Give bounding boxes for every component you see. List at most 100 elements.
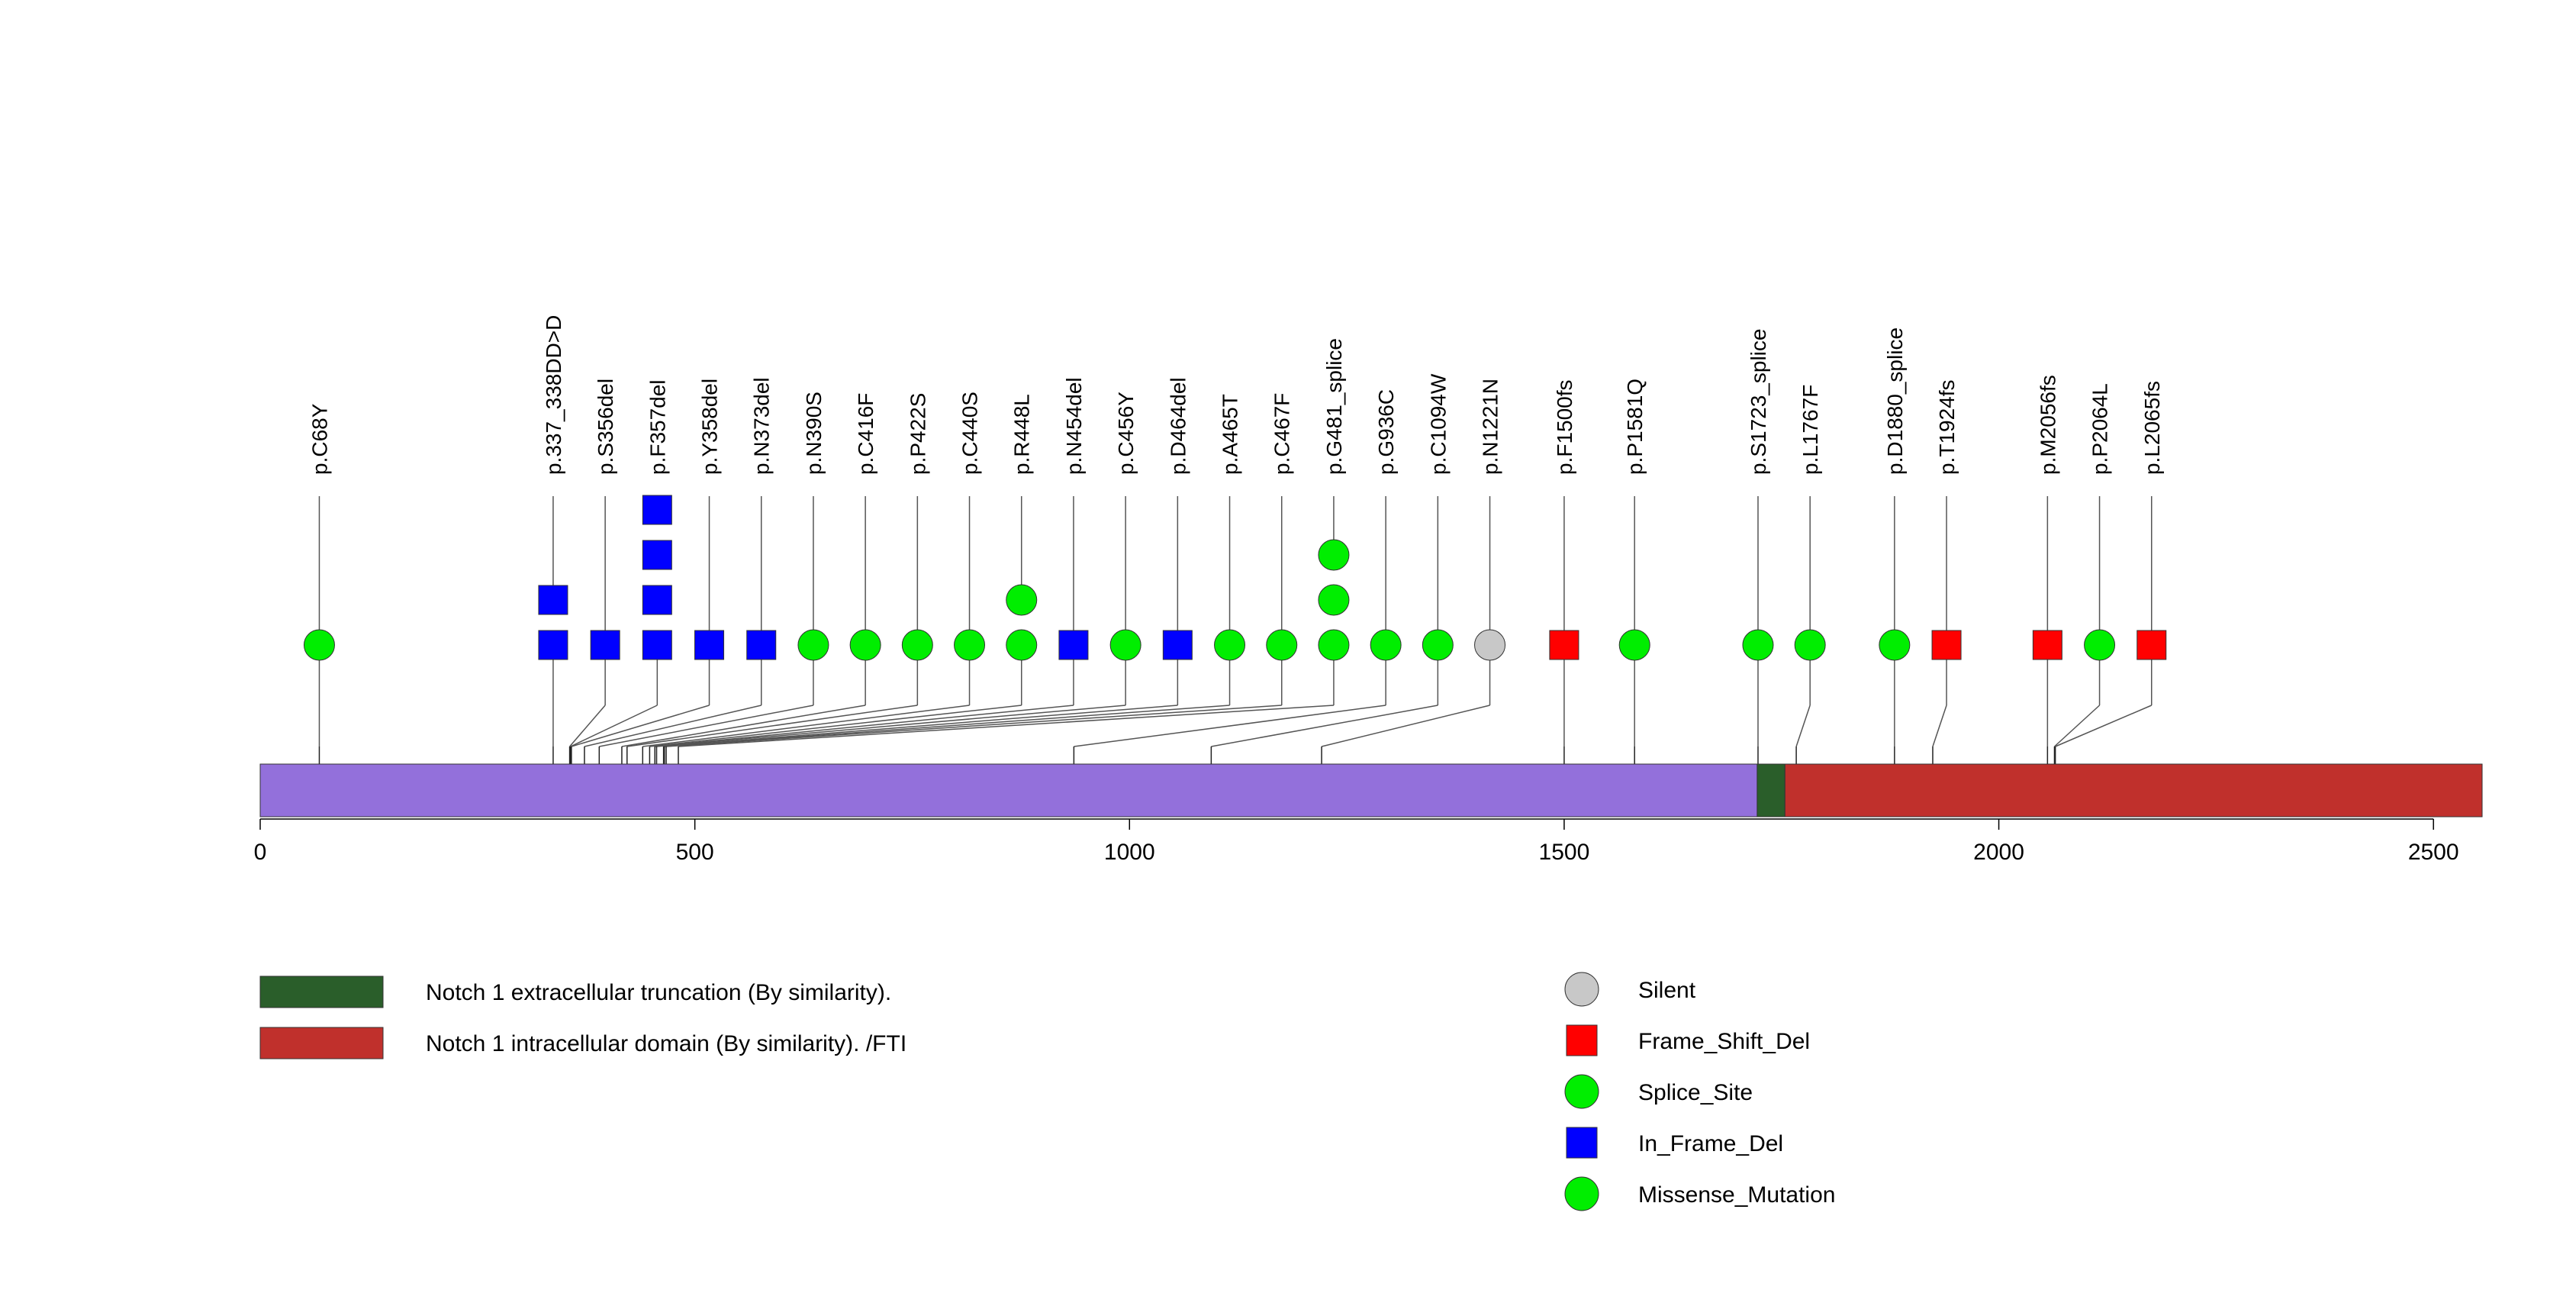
- mutation-mark-circle: [1742, 629, 1774, 661]
- mutation-mark-square: [2136, 630, 2167, 660]
- type-legend-circle: [1564, 1176, 1599, 1211]
- connector-line: [569, 705, 606, 747]
- domain-legend-label: Notch 1 intracellular domain (By similar…: [426, 1031, 906, 1056]
- mutation-mark-circle: [1318, 584, 1350, 616]
- protein-track: [259, 763, 2483, 818]
- mutation-mark-circle: [1370, 629, 1402, 661]
- connector-line: [1795, 705, 1811, 747]
- connector-line: [1321, 705, 1490, 747]
- mutation-type-legend: Silent Frame_Shift_Del Splice_Site In_Frame…: [1564, 972, 1835, 1211]
- connector-line: [655, 705, 1074, 747]
- connector-line: [626, 705, 918, 747]
- mutation-mark-square: [538, 630, 568, 660]
- connector-line: [584, 705, 762, 747]
- domain-legend-label: Notch 1 extracellular truncation (By sim…: [426, 980, 891, 1005]
- mutation-label: p.Y358del: [698, 379, 722, 475]
- domain-legend-swatch: [259, 976, 384, 1008]
- mutation-label: p.D464del: [1166, 377, 1190, 475]
- mutation-label: p.N373del: [750, 377, 774, 475]
- mutation-label: p.S356del: [594, 379, 617, 475]
- mutation-label: p.G936C: [1374, 389, 1398, 475]
- mutation-label: p.L2065fs: [2140, 381, 2164, 475]
- mutation-label: p.P422S: [906, 393, 929, 475]
- mutation-label: p.F357del: [646, 379, 669, 475]
- mutation-label: p.N390S: [802, 392, 826, 475]
- mutation-label: p.A465T: [1219, 394, 1242, 475]
- mutation-mark-square: [642, 540, 672, 570]
- mutation-label: p.M2056fs: [2036, 375, 2059, 475]
- mutation-mark-circle: [1006, 629, 1038, 661]
- type-legend-square: [1566, 1127, 1598, 1159]
- mutation-mark-circle: [1422, 629, 1454, 661]
- mutation-mark-square: [642, 630, 672, 660]
- mutation-label: p.C68Y: [308, 403, 331, 475]
- mutation-label: p.P1581Q: [1623, 379, 1647, 475]
- mutation-mark-circle: [849, 629, 881, 661]
- type-legend-label: Splice_Site: [1638, 1080, 1753, 1105]
- axis-tick-label: 500: [676, 840, 714, 865]
- mutation-label: p.C416F: [854, 393, 877, 475]
- mutation-label: p.S1723_splice: [1747, 329, 1770, 475]
- mutation-mark-square: [1931, 630, 1962, 660]
- connector-line: [678, 705, 1334, 747]
- connector-line: [1932, 705, 1947, 747]
- mutation-mark-circle: [1618, 629, 1650, 661]
- connector-line: [642, 705, 970, 747]
- mutation-mark-square: [642, 495, 672, 525]
- mutation-mark-square: [642, 585, 672, 615]
- mutation-mark-circle: [1006, 584, 1038, 616]
- mutation-label: p.337_338DD>D: [542, 315, 565, 475]
- mutation-mark-circle: [1794, 629, 1826, 661]
- connector-line: [1074, 705, 1386, 747]
- mutation-mark-circle: [797, 629, 829, 661]
- connector-line: [664, 705, 1230, 747]
- mutation-mark-circle: [2084, 629, 2116, 661]
- mutation-mark-circle: [1214, 629, 1246, 661]
- mutation-mark-square: [538, 585, 568, 615]
- connector-line: [665, 705, 1282, 747]
- type-legend-label: In_Frame_Del: [1638, 1131, 1783, 1156]
- mutation-mark-square: [746, 630, 777, 660]
- mutation-mark-square: [694, 630, 725, 660]
- mutation-label: p.N454del: [1062, 377, 1086, 475]
- mutation-mark-square: [1058, 630, 1089, 660]
- type-legend-circle: [1564, 972, 1599, 1007]
- mutation-mark-circle: [1266, 629, 1298, 661]
- domain-legend: Notch 1 extracellular truncation (By sim…: [259, 976, 906, 1059]
- connector-line: [599, 705, 814, 747]
- axis-tick-label: 0: [254, 840, 267, 865]
- mutation-mark-square: [1549, 630, 1579, 660]
- mutation-label: p.G481_splice: [1322, 338, 1346, 475]
- type-legend-label: Missense_Mutation: [1638, 1182, 1835, 1208]
- mutation-mark-circle: [303, 629, 335, 661]
- connector-line: [649, 705, 1022, 747]
- x-axis: 0 500 1000 1500 2000 2500: [254, 818, 2459, 865]
- type-legend-label: Silent: [1638, 978, 1696, 1003]
- mutation-label: p.C440S: [958, 392, 982, 475]
- mutation-label: p.C456Y: [1114, 392, 1138, 475]
- mutation-mark-circle: [1109, 629, 1141, 661]
- domain-legend-swatch: [259, 1027, 384, 1059]
- mutation-marks: [303, 495, 2167, 661]
- mutation-label: p.C1094W: [1426, 373, 1450, 475]
- mutation-mark-square: [2032, 630, 2062, 660]
- mutation-mark-circle: [1879, 629, 1911, 661]
- mutation-label: p.D1880_splice: [1883, 327, 1907, 475]
- type-legend-circle: [1564, 1074, 1599, 1109]
- mutation-mark-square: [590, 630, 620, 660]
- mutation-label: p.T1924fs: [1935, 379, 1959, 475]
- domain-1: [1784, 763, 2483, 818]
- mutation-label: p.L1767F: [1798, 385, 1822, 475]
- connector-line: [656, 705, 1126, 747]
- mutation-label: p.F1500fs: [1553, 379, 1576, 475]
- connector-line: [1211, 705, 1438, 747]
- axis-tick-label: 1500: [1539, 840, 1590, 865]
- axis-tick-label: 1000: [1104, 840, 1155, 865]
- mutation-mark-square: [1162, 630, 1193, 660]
- connector-line: [621, 705, 866, 747]
- mutation-label: p.N1221N: [1479, 379, 1502, 475]
- mutation-mark-circle: [1318, 539, 1350, 571]
- mutation-labels: p.C68Y p.337_338DD>D p.S356del p.F357del p.Y…: [308, 315, 2163, 475]
- mutation-label: p.R448L: [1010, 394, 1034, 475]
